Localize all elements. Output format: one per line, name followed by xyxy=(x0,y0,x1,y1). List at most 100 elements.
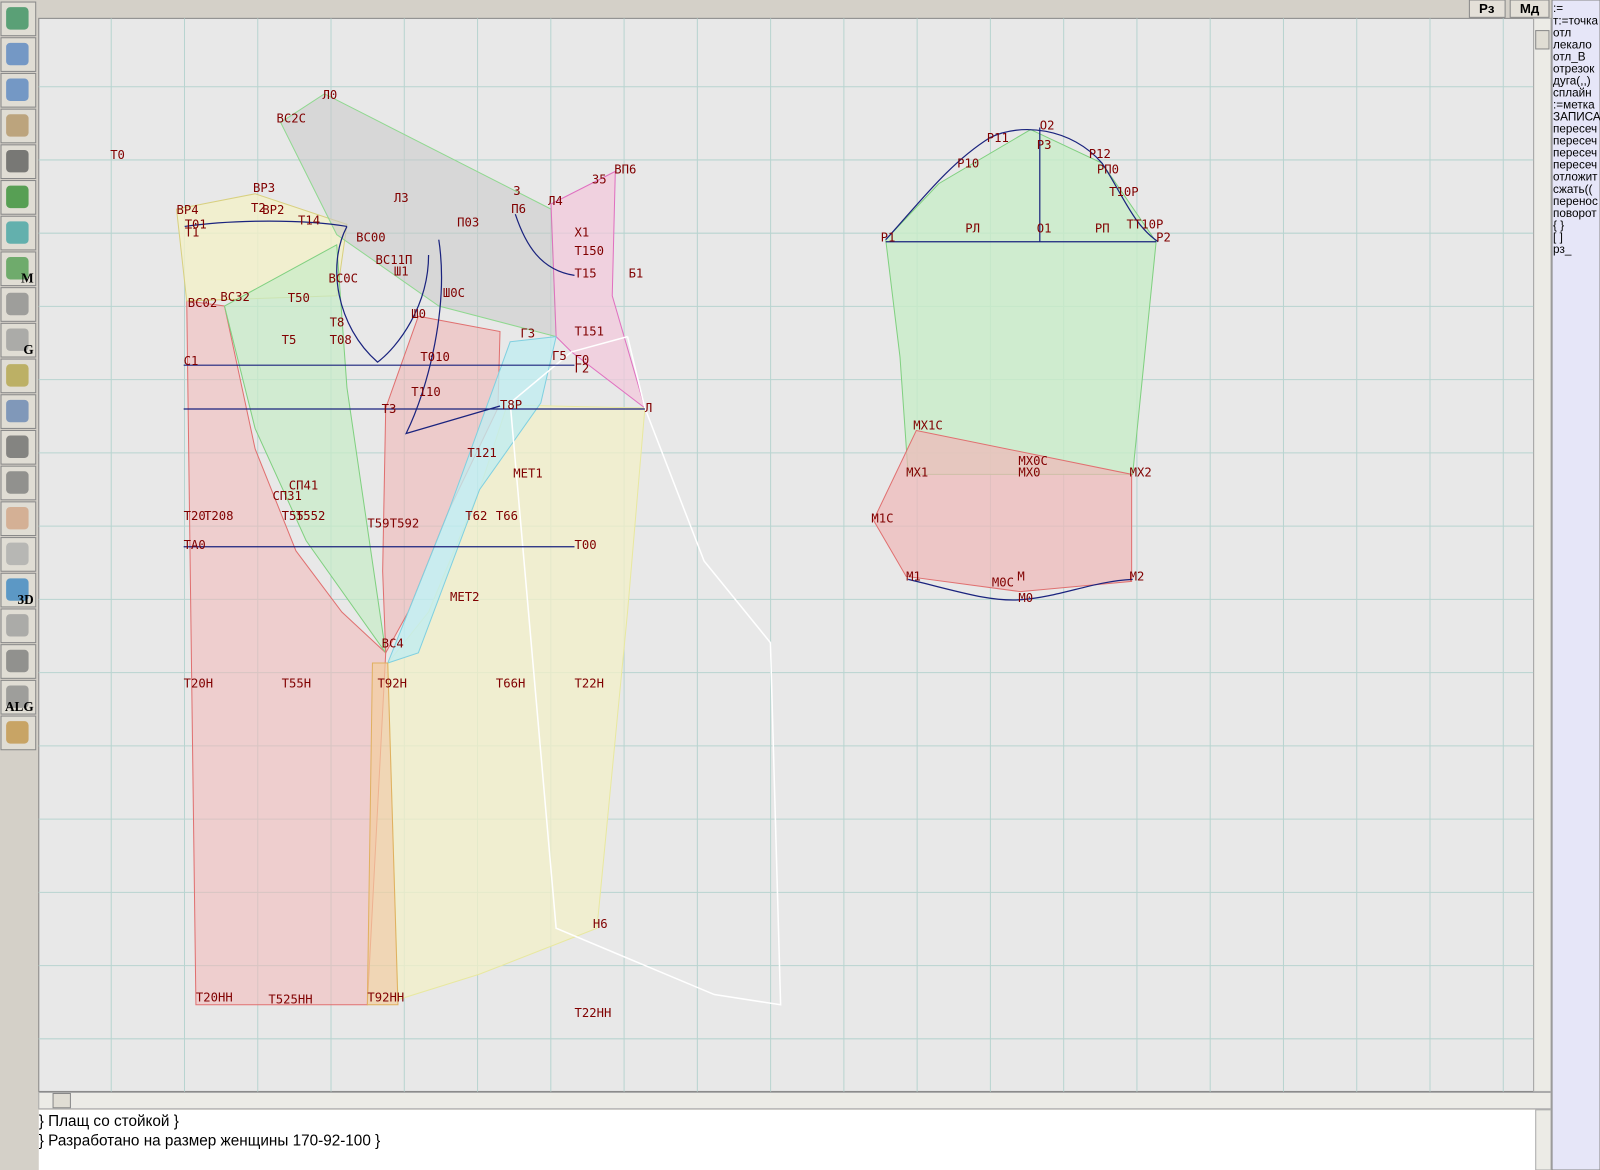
point-label: МХ0 xyxy=(1018,465,1040,479)
command-item: пересеч xyxy=(1553,159,1597,172)
tool-label: ALG xyxy=(5,699,34,714)
point-label: РП0 xyxy=(1097,162,1119,176)
note-line: } Плащ со стойкой } xyxy=(39,1113,179,1130)
tool-glyph xyxy=(6,364,29,387)
point-label: Т59 xyxy=(367,516,389,530)
armhole-curve xyxy=(336,226,430,363)
point-label: ТА0 xyxy=(184,538,206,552)
point-label: Р2 xyxy=(1156,231,1171,245)
point-label: Т1 xyxy=(185,226,200,240)
button-rz[interactable] xyxy=(1468,0,1506,18)
point-label: М1 xyxy=(906,569,921,583)
tool-glyph xyxy=(6,292,29,316)
point-label: МЕТ2 xyxy=(450,590,479,604)
point-label: Т92НН xyxy=(367,991,404,1005)
tool-glyph xyxy=(6,721,29,744)
tool-glyph xyxy=(6,649,29,673)
point-label: Т01 xyxy=(185,217,207,231)
point-label: Т00 xyxy=(574,538,596,552)
point-label: М2 xyxy=(1130,569,1145,583)
command-item: ЗАПИСА xyxy=(1553,111,1600,124)
point-label: Т62 xyxy=(465,509,487,523)
point-label: Т15 xyxy=(574,266,596,280)
point-label: Т150 xyxy=(574,244,603,258)
point-label: Т22Н xyxy=(574,677,603,691)
point-label: Ш0С xyxy=(443,286,465,300)
tool-label: G xyxy=(23,342,33,357)
command-item: отрезок xyxy=(1553,62,1595,75)
point-label: Г0 xyxy=(574,353,589,367)
point-label: Р1 xyxy=(881,231,896,245)
point-label: О1 xyxy=(1037,222,1052,236)
command-item: отл xyxy=(1553,26,1571,39)
pattern-pieces xyxy=(175,93,1157,1006)
construction-lines xyxy=(183,127,1159,601)
button-label[interactable]: Рз xyxy=(1479,1,1495,16)
neck-curve xyxy=(514,214,575,277)
point-label: Т14 xyxy=(298,213,320,227)
horizontal-scrollbar[interactable] xyxy=(38,1091,1552,1110)
button-label[interactable]: Мд xyxy=(1520,1,1540,16)
notes-area[interactable] xyxy=(38,1109,1552,1170)
point-label: ВР4 xyxy=(177,203,199,217)
command-item: поворот xyxy=(1553,207,1597,220)
point-label: П03 xyxy=(457,215,479,229)
point-label: Р12 xyxy=(1089,147,1111,161)
point-label: Л3 xyxy=(394,191,409,205)
point-label: Т20Н xyxy=(184,677,213,691)
point-label: Т110 xyxy=(411,385,440,399)
button-md[interactable] xyxy=(1509,0,1550,18)
command-item: пересеч xyxy=(1553,123,1597,136)
command-item: перенос xyxy=(1553,195,1598,208)
point-label: Т010 xyxy=(420,350,449,364)
point-label: М xyxy=(1017,569,1024,583)
point-label: Т5 xyxy=(282,333,297,347)
tool-glyph xyxy=(6,471,29,494)
command-item: :=метка xyxy=(1553,99,1595,112)
point-label: Т208 xyxy=(204,509,233,523)
point-label: 3 xyxy=(513,184,520,198)
point-label: С1 xyxy=(184,354,199,368)
scroll-thumb[interactable] xyxy=(1535,30,1550,50)
point-label: Т592 xyxy=(390,516,419,530)
tool-glyph xyxy=(6,506,29,530)
tool-glyph xyxy=(6,685,29,708)
point-label: Ш0 xyxy=(411,307,426,321)
sleeve-hem xyxy=(908,578,1133,601)
point-label: П6 xyxy=(511,202,526,216)
point-label: Г5 xyxy=(552,349,567,363)
point-label: Т22НН xyxy=(574,1006,611,1020)
point-label: Т10Р xyxy=(1109,185,1138,199)
shoulder-curve xyxy=(184,220,348,228)
point-label: О2 xyxy=(1040,119,1055,133)
command-item: := xyxy=(1553,2,1563,15)
point-label: ВР3 xyxy=(253,181,275,195)
point-label: СП31 xyxy=(272,489,301,503)
command-item: сжать(( xyxy=(1553,183,1592,196)
point-label: Г2 xyxy=(574,361,589,375)
scroll-thumb[interactable] xyxy=(52,1092,71,1109)
point-label: Т8 xyxy=(330,315,345,329)
overlap-piece xyxy=(366,662,399,1006)
point-label: ВС0С xyxy=(329,272,358,286)
tool-icons: M G 3D ALG xyxy=(0,1,37,751)
point-label: 35 xyxy=(592,173,607,187)
point-label: Т8Р xyxy=(500,398,522,412)
point-label: Т08 xyxy=(330,333,352,347)
point-label: ВС00 xyxy=(356,231,385,245)
point-label: Ш1 xyxy=(394,264,409,278)
sleeve-cap xyxy=(885,128,1159,243)
tool-glyph xyxy=(6,399,29,423)
command-item: пересеч xyxy=(1553,135,1597,148)
point-label: Г3 xyxy=(520,327,535,341)
tool-glyph xyxy=(6,578,29,601)
tool-glyph xyxy=(6,185,29,209)
point-label: ВС02 xyxy=(188,296,217,310)
notes-scrollbar[interactable] xyxy=(1535,1109,1552,1170)
point-label: Л0 xyxy=(322,88,337,102)
point-label: ТТ10Р xyxy=(1127,217,1164,231)
point-label: ВС2С xyxy=(277,111,306,125)
vertical-scrollbar[interactable] xyxy=(1533,17,1552,1092)
